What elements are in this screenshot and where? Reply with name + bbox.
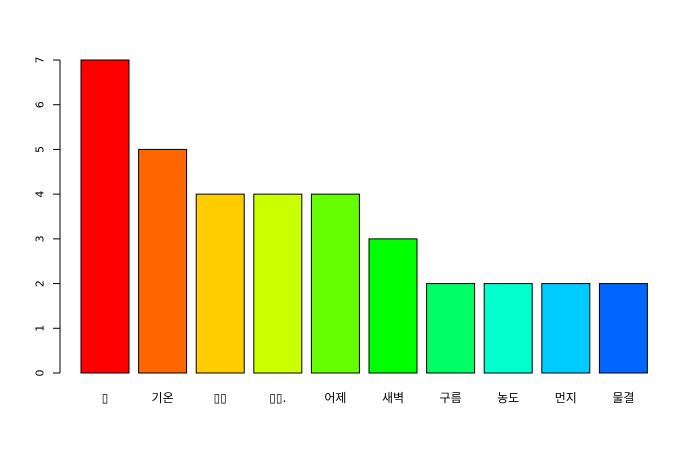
x-category-label: 어제 [324, 391, 346, 405]
x-category-label: 먼지 [555, 391, 577, 405]
x-axis-labels: ▯ 기온 ▯▯ ▯▯. 어제 새벽 구름 농도 먼지 물결 [102, 391, 635, 405]
bar-7 [426, 283, 476, 374]
y-axis: 0 1 2 3 4 5 6 7 [34, 57, 61, 377]
x-category-label: 농도 [497, 391, 519, 405]
bar-6 [368, 238, 418, 374]
bar-10 [598, 283, 648, 374]
bar-5 [310, 193, 360, 374]
bar-3 [195, 193, 245, 374]
y-tick-label: 6 [34, 101, 47, 108]
bar-1 [80, 59, 130, 374]
x-category-label: 물결 [612, 391, 634, 405]
bar-2 [138, 148, 188, 374]
y-tick-label: 7 [34, 57, 47, 64]
y-tick-label: 5 [34, 146, 47, 153]
x-category-label: 기온 [152, 391, 174, 405]
bar-9 [541, 283, 591, 374]
y-tick-label: 0 [34, 370, 47, 377]
x-category-label: ▯▯ [214, 391, 227, 405]
bar-8 [483, 283, 533, 374]
x-category-label: 새벽 [382, 391, 404, 405]
y-tick-label: 3 [34, 235, 47, 242]
x-category-label: ▯▯. [269, 391, 286, 405]
y-tick-label: 1 [34, 325, 47, 332]
bar-4 [253, 193, 303, 374]
x-category-label: 구름 [440, 391, 462, 405]
bars-group [80, 59, 648, 374]
x-category-label: ▯ [102, 391, 109, 405]
y-tick-label: 4 [34, 191, 47, 198]
y-tick-label: 2 [34, 280, 47, 287]
